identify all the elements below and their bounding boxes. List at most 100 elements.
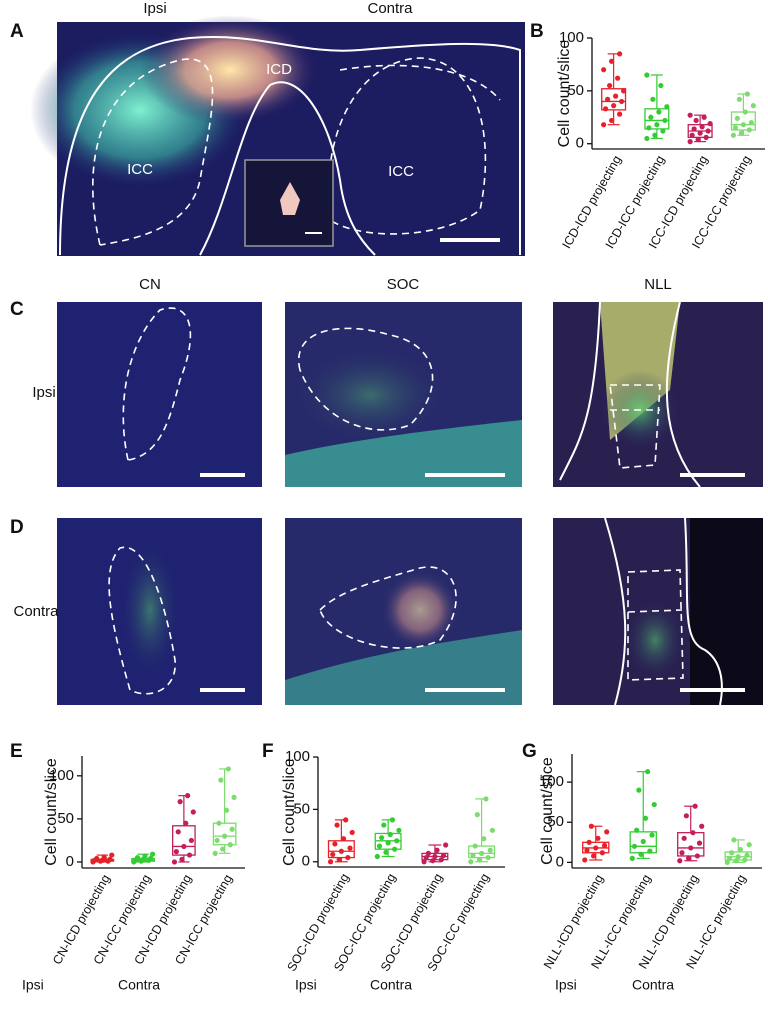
- group-label: Contra: [118, 977, 160, 993]
- y-tick-label: 0: [576, 135, 584, 152]
- data-point: [607, 82, 613, 89]
- data-point: [631, 843, 638, 849]
- data-point: [750, 103, 756, 109]
- group-label: Ipsi: [295, 977, 317, 993]
- data-point: [432, 853, 438, 860]
- data-point: [227, 842, 233, 848]
- data-point: [688, 845, 694, 851]
- data-point: [188, 837, 195, 844]
- side-label: Contra: [367, 0, 413, 17]
- data-point: [142, 853, 148, 859]
- data-point: [687, 112, 693, 118]
- panel-letter: G: [522, 741, 537, 762]
- data-point: [389, 817, 396, 823]
- data-point: [647, 848, 653, 854]
- data-point: [134, 855, 141, 861]
- row-label: Ipsi: [32, 384, 55, 401]
- data-point: [332, 841, 338, 847]
- data-point: [223, 807, 230, 813]
- data-point: [183, 820, 189, 826]
- data-point: [707, 121, 713, 127]
- panel-letter: D: [10, 517, 24, 538]
- data-point: [644, 135, 650, 142]
- panel-letter: F: [262, 741, 274, 762]
- panel-letter: A: [10, 21, 24, 42]
- data-point: [109, 852, 115, 858]
- data-point: [584, 847, 590, 853]
- data-point: [474, 812, 480, 818]
- data-point: [664, 104, 670, 110]
- panel-letter: E: [10, 741, 23, 762]
- y-tick-label: 100: [49, 767, 74, 784]
- data-point: [379, 835, 385, 841]
- data-point: [609, 117, 615, 124]
- data-point: [605, 96, 611, 102]
- data-point: [149, 851, 156, 857]
- data-point: [438, 857, 444, 863]
- data-point: [609, 58, 615, 64]
- data-point: [485, 854, 491, 861]
- data-point: [107, 856, 113, 862]
- data-point: [658, 82, 664, 89]
- data-point: [724, 859, 730, 865]
- data-point: [343, 817, 349, 823]
- data-point: [483, 796, 489, 802]
- data-point: [654, 122, 660, 128]
- labels: A B C D E F G Ipsi Contra CN SOC NLL Ips…: [10, 0, 672, 762]
- data-point: [468, 859, 474, 865]
- data-point: [699, 124, 705, 130]
- data-point: [222, 833, 228, 839]
- data-point: [736, 96, 742, 102]
- data-point: [694, 853, 700, 859]
- data-point: [476, 857, 483, 863]
- data-point: [617, 111, 623, 117]
- data-point: [649, 832, 655, 838]
- data-point: [640, 838, 646, 845]
- y-tick-label: 50: [547, 813, 564, 830]
- box: [629, 831, 657, 854]
- region-label: ICC: [388, 163, 414, 180]
- data-point: [396, 827, 402, 833]
- data-point: [392, 846, 398, 852]
- data-point: [588, 823, 594, 829]
- column-label: CN: [139, 276, 161, 293]
- data-point: [744, 852, 750, 858]
- data-point: [651, 801, 657, 808]
- data-point: [731, 837, 737, 843]
- data-point: [742, 857, 748, 863]
- data-point: [692, 803, 698, 809]
- column-label: SOC: [387, 276, 420, 293]
- micrographs: ICD ICC ICC: [30, 15, 763, 706]
- data-point: [376, 843, 383, 849]
- data-point: [652, 132, 658, 138]
- data-point: [695, 136, 701, 143]
- data-point: [603, 106, 609, 112]
- data-point: [381, 822, 387, 828]
- data-point: [642, 815, 649, 821]
- data-point: [338, 848, 344, 854]
- data-point: [644, 72, 650, 78]
- data-point: [593, 845, 599, 851]
- data-point: [697, 130, 703, 136]
- y-tick-label: 100: [559, 29, 584, 46]
- y-axis-label: Cell count/slice: [43, 758, 60, 866]
- data-point: [394, 838, 400, 844]
- data-point: [737, 846, 744, 853]
- data-point: [650, 96, 656, 102]
- data-point: [225, 766, 231, 772]
- data-point: [615, 75, 621, 81]
- data-point: [327, 859, 334, 865]
- data-point: [340, 836, 347, 842]
- data-point: [175, 829, 181, 835]
- data-point: [216, 820, 222, 826]
- data-point: [691, 126, 697, 132]
- data-point: [636, 787, 642, 793]
- data-point: [693, 117, 699, 124]
- group-label: Ipsi: [555, 977, 577, 993]
- data-point: [190, 809, 196, 815]
- data-point: [645, 769, 651, 775]
- data-point: [729, 850, 735, 856]
- box: [212, 822, 237, 846]
- group-label: Contra: [632, 977, 674, 993]
